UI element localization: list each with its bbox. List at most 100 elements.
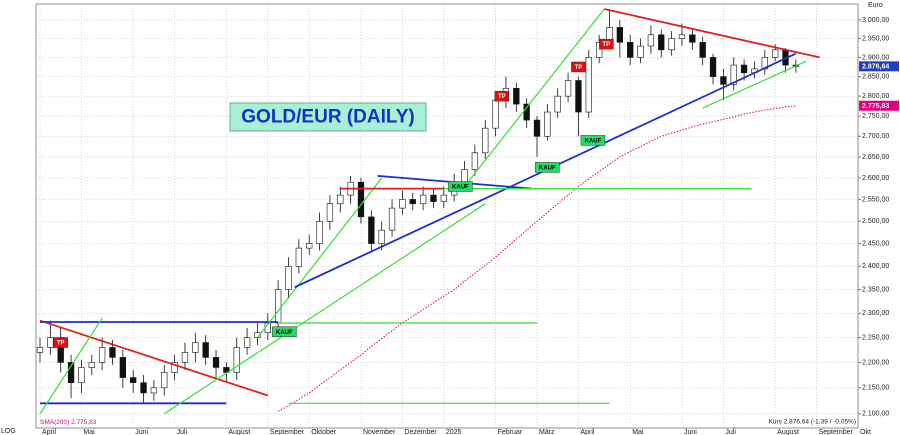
signal-label: KAUF [452,185,469,191]
title-box [229,102,427,132]
trend-line [702,60,807,109]
x-tick-label: Oktober [311,429,337,435]
candle-body [658,34,665,51]
price-tag [859,61,899,72]
price-tag-label: 2.876,64 [862,64,889,71]
signal-box [53,337,68,348]
trend-line [39,317,103,415]
candle-body [689,34,696,43]
signal-box [599,38,614,50]
candle-body [647,34,655,47]
signal-box [571,61,586,73]
candle-body [668,38,675,51]
candle-body [130,377,137,383]
trend-line [39,319,269,397]
candle-body [627,41,634,58]
x-tick-label: März [539,429,555,435]
candle-body [471,152,479,170]
candle-body [616,27,623,43]
x-tick-label: Juli [725,429,736,435]
marks [36,9,800,412]
candle-body [585,57,592,113]
candle-body [368,216,375,244]
chart-title: GOLD/EUR (DAILY) [241,107,414,128]
x-tick-label: April [580,429,594,435]
candle-body [337,194,344,205]
candle-body [192,342,199,353]
candle-body [326,203,334,222]
y-tick-label: 2.950,00 [862,35,889,42]
candle-body [720,76,727,85]
signal-box [580,135,606,146]
price-tag [859,100,899,111]
candle-body [275,289,282,324]
trend-line [464,8,605,187]
candle-body [409,199,416,205]
candle-body [544,111,551,137]
candle-body [564,80,572,97]
candle-body [533,119,541,137]
y-tick-label: 2.600,00 [862,175,889,182]
candle-body [140,382,147,394]
x-tick-label: Mai [632,429,644,435]
y-tick-label: 2.300,00 [862,310,889,317]
candle-body [740,64,748,74]
candle-body [109,347,116,358]
candle-body [181,352,189,363]
sma-line [277,105,796,412]
candle-body [202,342,209,358]
candle-body [554,95,561,113]
y-tick-label: 2.850,00 [862,73,889,80]
candle-body [492,99,499,129]
y-tick-label: 2.750,00 [862,113,889,120]
y-tick-label: 2.700,00 [862,133,889,140]
candle-body [399,199,406,209]
candle-body [513,88,520,105]
candle-body [88,362,95,368]
y-unit: Euro [868,2,883,9]
candle-body [161,372,168,389]
candle-body [316,220,323,244]
x-tick-label: August [228,429,250,435]
candle-body [36,347,44,353]
candle-body [461,169,468,183]
candle-body [440,194,447,202]
signal-box [535,162,560,173]
candle-body [678,34,686,39]
x-tick-label: Mai [83,429,95,435]
sma-legend: SMA(200) 2.775,83 [40,419,97,426]
x-tick-label: Februar [498,429,523,435]
scale-label: LOG [1,428,16,435]
price-tag-label: 2.775,83 [862,103,889,110]
candle-body [388,207,396,231]
signal-label: KAUF [585,138,602,144]
x-tick-label: 2025 [446,429,462,435]
signal-label: TP [498,94,506,100]
y-tick-label: 2.550,00 [862,196,889,203]
x-tick-label: November [363,429,396,435]
candle-body [772,49,779,58]
sma-label: SMA(200) [40,419,69,426]
signal-box [494,90,510,102]
y-tick-label: 2.400,00 [862,263,889,270]
candle-body [98,347,106,363]
y-tick-label: 2.250,00 [862,334,889,341]
signal-label: TP [603,42,611,48]
trend-line [163,203,486,415]
candle-body [171,362,178,373]
x-tick-label: September [270,429,305,435]
x-tick-label: August [777,429,799,435]
signal-box [448,181,473,192]
candle-body [430,194,437,202]
candle-body [295,247,303,267]
candle-body [357,181,365,218]
x-tick-label: April [42,429,56,435]
candle-body [150,387,158,394]
y-tick-label: 2.450,00 [862,240,889,247]
signal-box [272,326,297,337]
y-tick-label: 2.900,00 [862,54,889,61]
trend-line [604,8,820,59]
candle-body [212,357,220,368]
x-tick-label: Okt [860,429,871,435]
